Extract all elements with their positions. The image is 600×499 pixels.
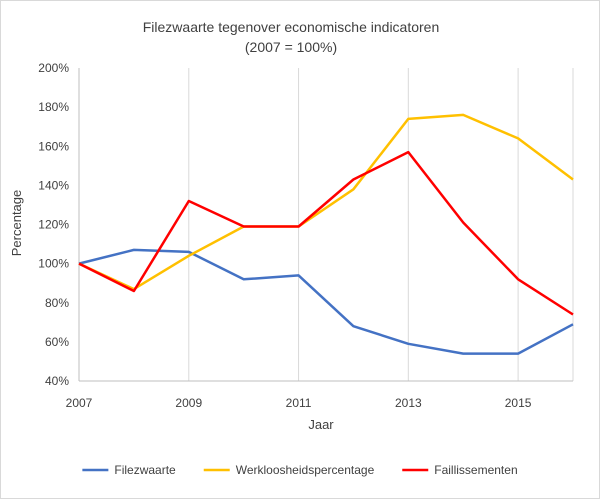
series-line-3 <box>78 150 574 316</box>
legend-label: Werkloosheidspercentage <box>236 463 375 477</box>
chart-subtitle: (2007 = 100%) <box>245 39 337 55</box>
x-tick-label: 2013 <box>395 396 422 410</box>
y-tick-label: 60% <box>45 335 69 349</box>
legend-label: Faillissementen <box>434 463 517 477</box>
y-tick-label: 40% <box>45 374 69 388</box>
series-lines <box>78 113 574 355</box>
y-tick-label: 80% <box>45 296 69 310</box>
y-tick-label: 160% <box>38 139 69 153</box>
x-tick-label: 2007 <box>66 396 93 410</box>
y-tick-label: 180% <box>38 100 69 114</box>
x-tick-label: 2011 <box>286 396 312 410</box>
series-line-2 <box>78 113 574 291</box>
y-tick-label: 120% <box>38 218 69 232</box>
x-tick-label: 2015 <box>505 396 532 410</box>
legend: Filezwaarte Werkloosheidspercentage Failli… <box>82 463 518 477</box>
axes: 2007 2009 2011 2013 2015 40% 60% 80% 100% 120% 140… <box>38 61 573 410</box>
chart-title: Filezwaarte tegenover economische indica… <box>143 19 440 35</box>
y-axis-title: Percentage <box>9 190 24 257</box>
series-line-1 <box>78 248 574 355</box>
x-tick-label: 2009 <box>175 396 202 410</box>
x-axis-title: Jaar <box>308 417 334 432</box>
y-tick-label: 100% <box>38 257 69 271</box>
y-tick-label: 200% <box>38 61 69 75</box>
legend-label: Filezwaarte <box>114 463 176 477</box>
y-tick-label: 140% <box>38 178 69 192</box>
